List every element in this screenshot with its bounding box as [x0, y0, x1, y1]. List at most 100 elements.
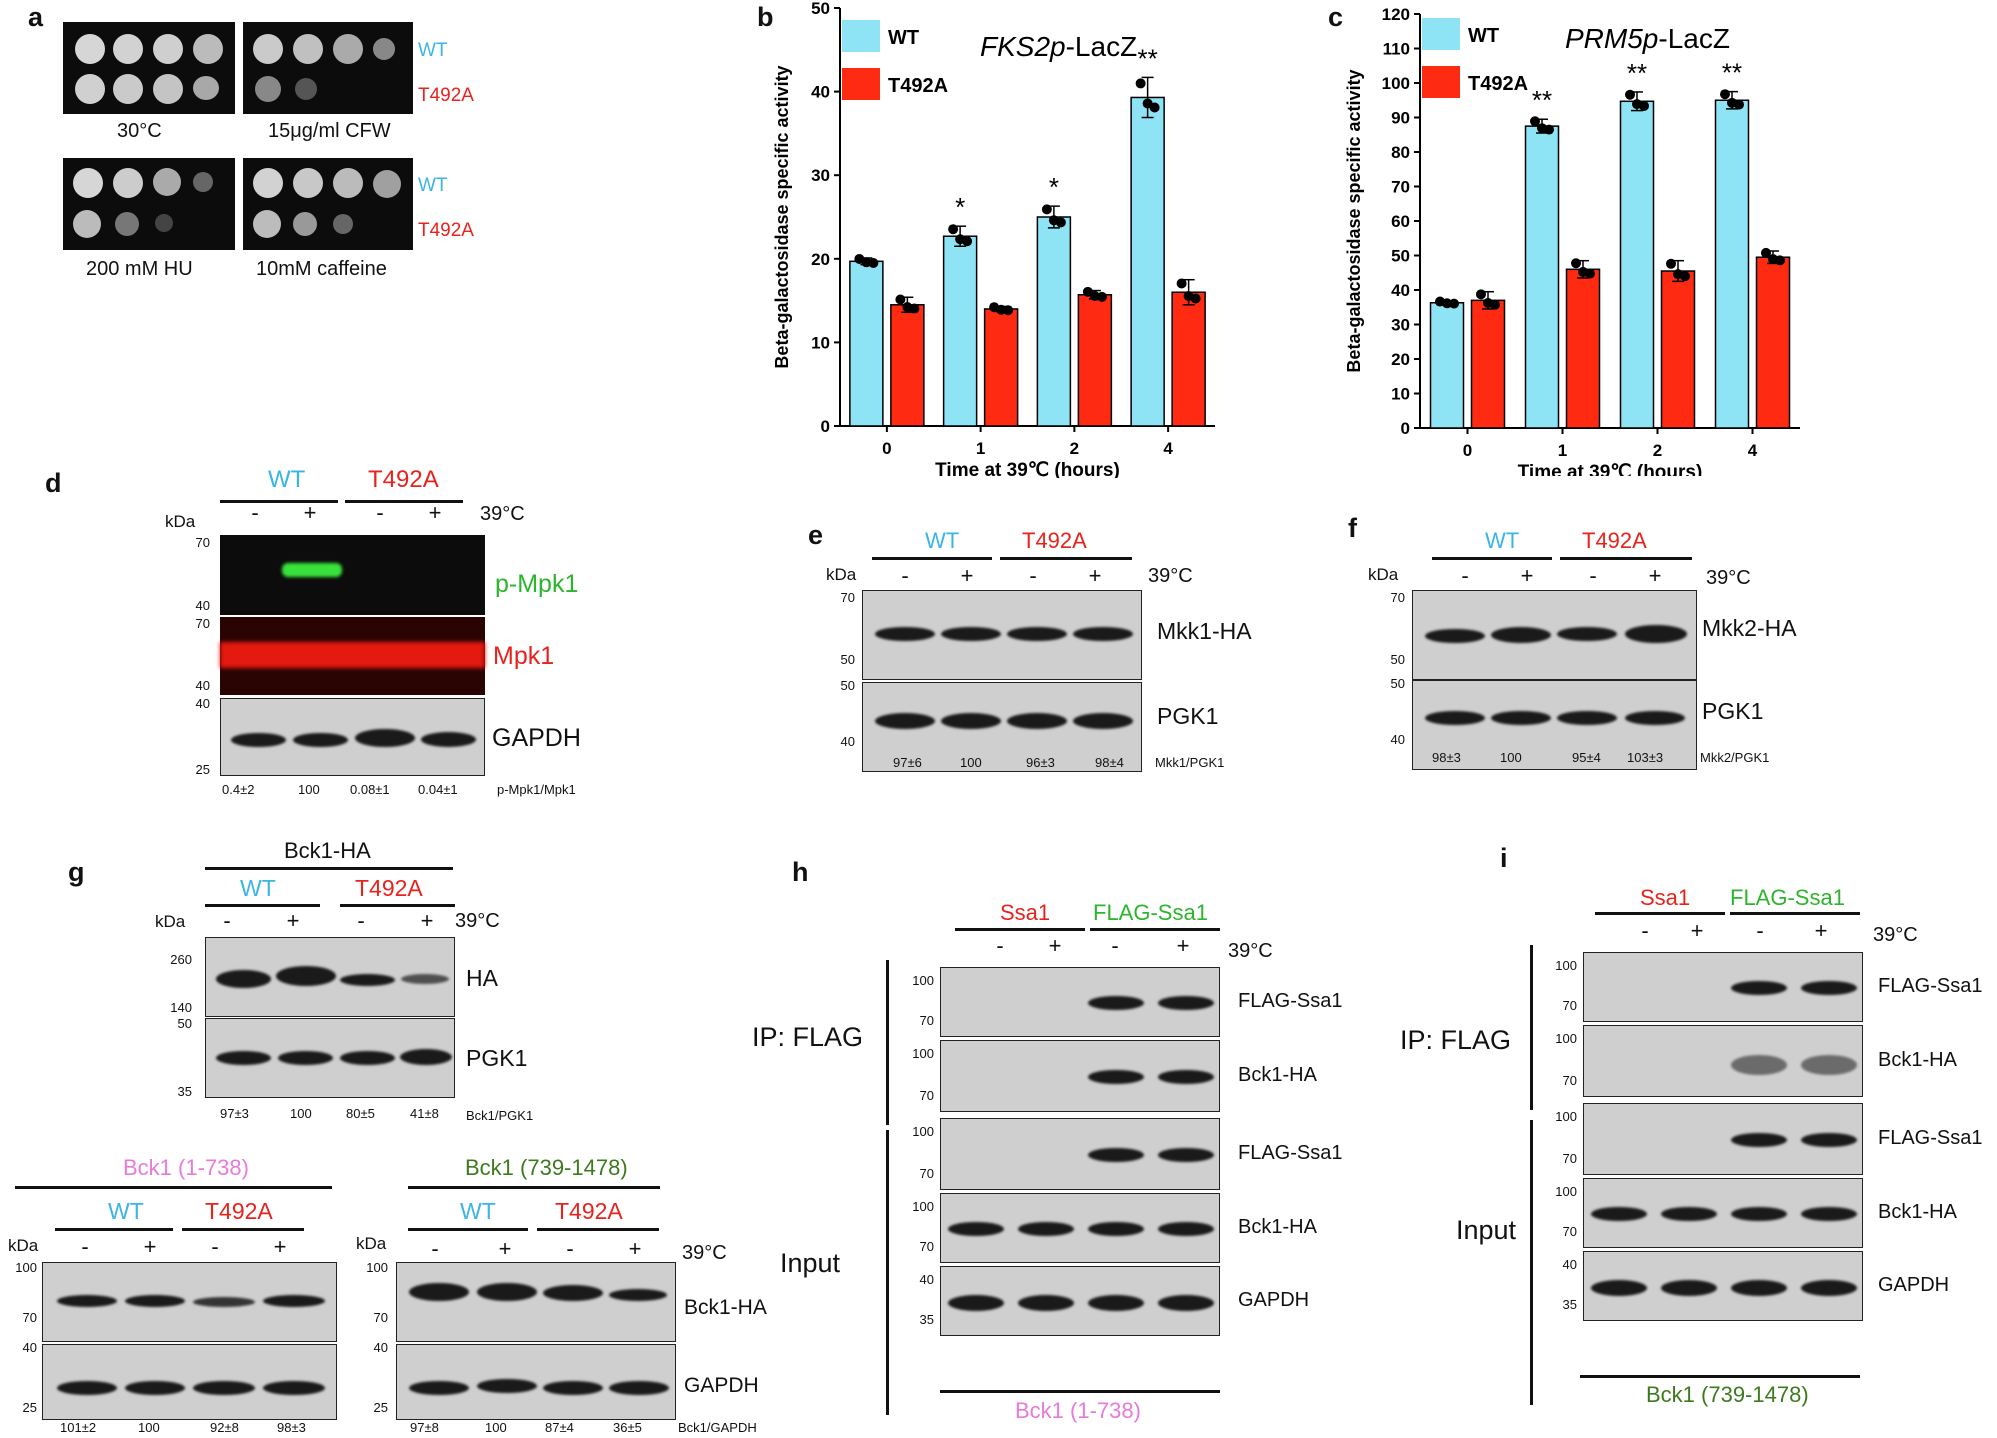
replicate-dot [1096, 291, 1107, 302]
x-tick-label: 0 [1463, 441, 1472, 460]
g-sign-4: + [420, 908, 434, 933]
e-kda: kDa [826, 565, 857, 584]
legend-swatch [842, 20, 880, 52]
g-kda: kDa [155, 912, 186, 931]
mw-marker: 40 [1562, 1257, 1577, 1272]
replicate-dot [868, 257, 879, 268]
d-kda: kDa [165, 512, 196, 531]
h-footer: Bck1 (1-738) [1015, 1398, 1141, 1423]
g3-quant-label: Bck1/GAPDH [678, 1420, 757, 1435]
f-mk-50: 50 [1390, 652, 1405, 667]
mw-marker: 70 [1562, 1073, 1577, 1088]
legend-swatch [1422, 18, 1460, 50]
blot-label: GAPDH [1238, 1289, 1310, 1311]
blot-label: FLAG-Ssa1 [1878, 975, 1983, 997]
genotype-wt: WT [418, 40, 448, 61]
g2-quant-3: 92±8 [210, 1420, 239, 1435]
mw-marker: 35 [1562, 1297, 1577, 1312]
legend-label: WT [888, 27, 919, 49]
g2-sign-1: - [81, 1234, 89, 1259]
band [1801, 1207, 1857, 1221]
g3-kda: kDa [356, 1234, 387, 1253]
cond-30c: 30°C [117, 120, 162, 142]
cond-cfw: 15μg/ml CFW [268, 120, 391, 142]
g-quant-1: 97±3 [220, 1106, 249, 1121]
g3-t492a-label: T492A [555, 1198, 623, 1224]
mw-marker: 70 [919, 1166, 934, 1181]
g-sign-1: - [223, 908, 231, 933]
d-mk3-25: 25 [195, 762, 210, 777]
g-mk-140: 140 [170, 1000, 192, 1015]
i-sign-4: + [1814, 918, 1828, 943]
d-blot-mpk1 [220, 617, 485, 695]
x-tick-label: 2 [1070, 439, 1079, 458]
h-ssa1-label: Ssa1 [1000, 900, 1051, 925]
genotype-wt-2: WT [418, 175, 448, 196]
h-blot-1 [940, 967, 1220, 1037]
g3-quant-1: 97±8 [410, 1420, 439, 1435]
d-temp: 39°C [480, 503, 525, 525]
x-tick-label: 4 [1748, 441, 1758, 460]
replicate-dot [1003, 305, 1014, 316]
d-blot-gapdh [220, 698, 485, 776]
mw-marker: 40 [919, 1272, 934, 1287]
significance-mark: ** [1532, 85, 1552, 115]
g-t492a-label: T492A [355, 875, 423, 901]
e-wt-label: WT [925, 528, 960, 553]
g3-header: Bck1 (739-1478) [465, 1155, 628, 1180]
band [1158, 996, 1214, 1010]
h-sign-1: - [996, 933, 1004, 958]
g2-header: Bck1 (1-738) [123, 1155, 249, 1180]
h-input-bracket [886, 1130, 889, 1415]
g-temp: 39°C [455, 910, 500, 932]
y-tick-label: 0 [1401, 419, 1410, 438]
y-tick-label: 70 [1391, 178, 1410, 197]
e-mk-70: 70 [840, 590, 855, 605]
x-axis-label: Time at 39℃ (hours) [935, 460, 1120, 478]
g2-mk2-40: 40 [22, 1340, 37, 1355]
significance-mark: * [1049, 172, 1059, 202]
cond-hu: 200 mM HU [86, 258, 193, 280]
h-sign-3: - [1111, 933, 1119, 958]
d-sign-3: - [376, 500, 384, 525]
h-blot-2 [940, 1040, 1220, 1112]
g-quant-4: 41±8 [410, 1106, 439, 1121]
i-input-bracket [1530, 1120, 1533, 1405]
f-kda: kDa [1368, 565, 1399, 584]
d-blot-pmpk1 [220, 535, 485, 615]
g-quant-3: 80±5 [346, 1106, 375, 1121]
i-blot-3 [1583, 1103, 1863, 1175]
bar-chart-fks2: 0 10 20 30 40 50 0 1 * 2 * 4 ** Beta-galactosidase sp… [772, 0, 1215, 478]
genotype-t492a: T492A [418, 85, 474, 106]
blot-label: FLAG-Ssa1 [1238, 1142, 1343, 1164]
wt-bar [1036, 216, 1072, 427]
replicate-dot [962, 236, 973, 247]
e-blot-label-mkk1: Mkk1-HA [1157, 618, 1252, 644]
f-blot-label-mkk2: Mkk2-HA [1702, 615, 1797, 641]
g-sign-2: + [286, 908, 300, 933]
g-wt-bar [205, 904, 320, 907]
d-t492a-bar [345, 500, 463, 503]
band [1088, 996, 1144, 1010]
genotype-t492a-2: T492A [418, 220, 474, 241]
d-mk-70: 70 [195, 535, 210, 550]
g2-sign-3: - [211, 1234, 219, 1259]
replicate-dot [1720, 89, 1730, 100]
e-quant-label: Mkk1/PGK1 [1155, 755, 1225, 770]
band [1158, 1147, 1214, 1162]
significance-mark: ** [1138, 43, 1158, 73]
panel-label-c: c [1328, 2, 1344, 32]
band [1731, 1280, 1787, 1296]
replicate-dot [1476, 289, 1486, 300]
cond-caffeine: 10mM caffeine [256, 258, 387, 280]
d-mk2-40: 40 [195, 678, 210, 693]
replicate-dot [1585, 268, 1595, 279]
mw-marker: 70 [919, 1239, 934, 1254]
h-temp: 39°C [1228, 940, 1273, 962]
mw-marker: 70 [1562, 1224, 1577, 1239]
mw-marker: 100 [1555, 958, 1577, 973]
g3-quant-2: 100 [485, 1420, 507, 1435]
band [948, 1295, 1004, 1311]
g2-sign-2: + [143, 1234, 157, 1259]
g2-quant-4: 98±3 [277, 1420, 306, 1435]
